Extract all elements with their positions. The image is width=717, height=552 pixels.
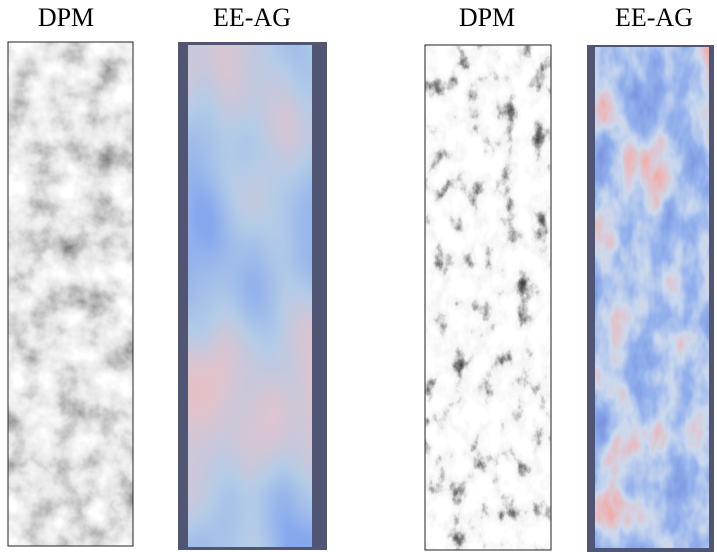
- panel-label: EE-AG: [213, 3, 291, 32]
- figure: DPM EE-AG DPM EE-AG: [0, 0, 717, 552]
- dpm-panel: [8, 42, 133, 546]
- ee-ag-panel: [178, 42, 327, 550]
- ee-ag-image: [595, 47, 709, 548]
- panel-label: DPM: [459, 3, 515, 32]
- ee-ag-image: [188, 45, 312, 547]
- dpm-image: [8, 42, 133, 546]
- dpm-image: [425, 45, 551, 550]
- panel-label: EE-AG: [615, 3, 693, 32]
- panel-label: DPM: [38, 3, 94, 32]
- ee-ag-panel: [587, 45, 714, 552]
- dpm-panel: [425, 45, 551, 550]
